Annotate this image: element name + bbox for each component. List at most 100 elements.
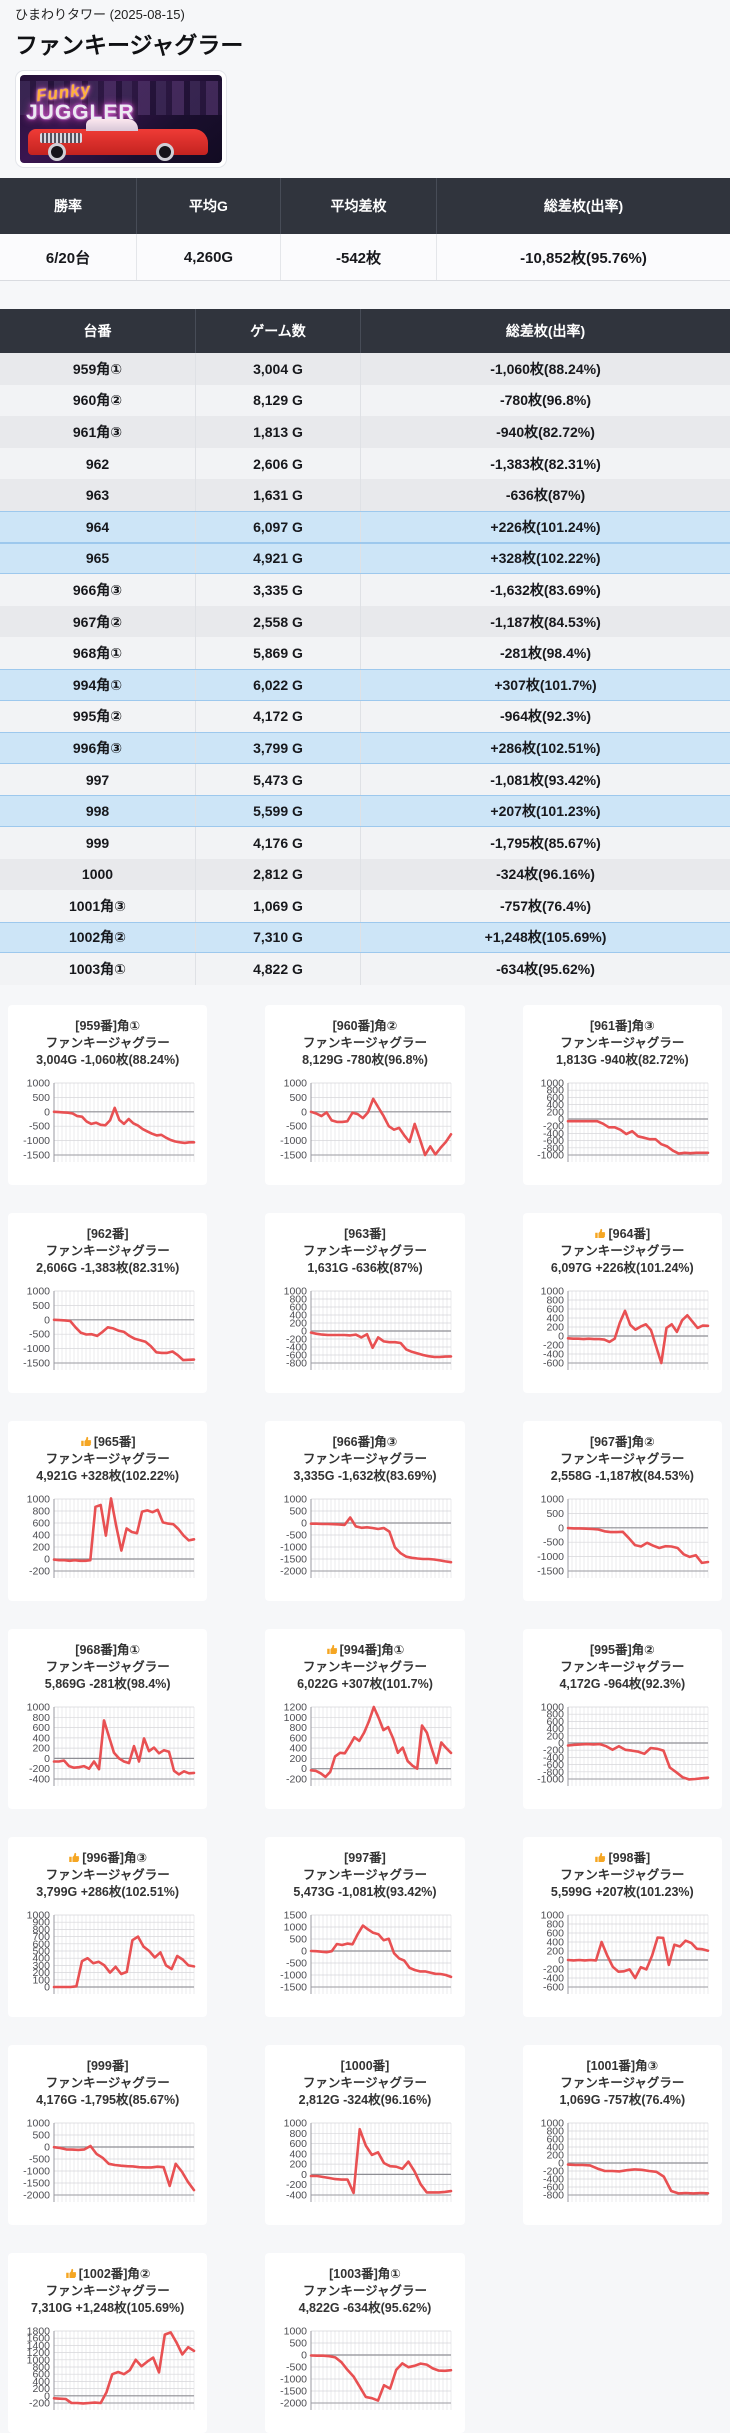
summary-total-diff-value: -10,852枚(95.76%) [520,249,647,267]
svg-text:500: 500 [289,1092,307,1104]
total-diff-cell: +307枚(101.7%) [494,676,597,693]
game-count-cell: 1,813 G [196,416,361,448]
svg-text:-800: -800 [543,1766,564,1778]
svg-text:600: 600 [32,1938,50,1950]
chart-model-label: ファンキージャグラー [302,1867,428,1882]
machine-chart-card: [996番]角③ ファンキージャグラー 3,799G +286枚(102.51%) 1… [8,1836,208,2017]
svg-text:1200: 1200 [284,1702,308,1714]
machine-chart-card: [963番] ファンキージャグラー 1,631G -636枚(87%) 1000 800… [265,1212,465,1393]
machine-chart-card: [995番]角② ファンキージャグラー 4,172G -964枚(92.3%) 100… [522,1628,722,1809]
svg-text:600: 600 [547,1716,565,1728]
svg-text:0: 0 [301,2169,307,2181]
svg-text:-1000: -1000 [537,1149,564,1161]
chart-machine-number: [960番]角② [332,1018,398,1033]
machine-table-row: 999 4,176 G -1,795枚(85.67%) [0,826,730,859]
chart-plot-area: 1000 800 600 400 200 0 -200 -400 -600 -800 -1000 [523,1701,722,1797]
svg-text:300: 300 [32,1960,50,1972]
machine-number-cell: 1000 [0,858,196,891]
game-count-cell: 8,129 G [196,384,361,417]
summary-avg-diff-value: -542枚 [281,234,437,280]
game-count-cell: 7,310 G [196,922,361,953]
chart-plot-area: 1000 900 800 700 600 500 400 300 200 100 0 [8,1909,207,2005]
svg-text:400: 400 [547,1723,565,1735]
page-title: ファンキージャグラー [15,32,244,58]
slump-chart: 1000 500 0 -500 -1000 -1500 [23,1285,195,1370]
svg-text:0: 0 [44,1314,50,1326]
machine-table-row: 998 5,599 G +207枚(101.23%) [0,795,730,827]
machine-chart-card: [994番]角① ファンキージャグラー 6,022G +307枚(101.7%) 12… [265,1628,465,1809]
chart-stats-label: 3,799G +286枚(102.51%) [36,1884,180,1899]
summary-table-values: 6/20台 4,260G -542枚 -10,852枚(95.76%) [0,234,730,281]
svg-text:-1000: -1000 [280,1969,307,1981]
chart-model-label: ファンキージャグラー [302,1451,428,1466]
svg-text:0: 0 [558,1522,564,1534]
svg-text:200: 200 [289,2158,307,2170]
chart-stats-label: 3,335G -1,632枚(83.69%) [293,1468,437,1483]
machine-table-row: 961角③ 1,813 G -940枚(82.72%) [0,416,730,448]
slump-chart: 1000 500 0 -500 -1000 -1500 [537,1493,710,1578]
chart-machine-number: [999番] [86,2058,129,2073]
chart-machine-number: [995番]角② [589,1642,655,1657]
banner-car-wheel [156,143,174,161]
machine-number-cell: 964 [0,511,196,542]
chart-model-label: ファンキージャグラー [302,2075,428,2090]
svg-text:1800: 1800 [26,2326,50,2338]
svg-text:400: 400 [32,1732,50,1744]
svg-text:1600: 1600 [26,2333,50,2345]
chart-machine-number: [962番] [86,1226,129,1241]
total-diff-cell: +207枚(101.23%) [490,803,601,820]
svg-text:-1000: -1000 [537,1551,564,1563]
chart-plot-area: 1000 500 0 -500 -1000 -1500 -2000 [265,2325,464,2421]
machine-table-row: 995角② 4,172 G -964枚(92.3%) [0,700,730,733]
svg-text:1000: 1000 [26,1702,50,1714]
svg-text:-200: -200 [286,2179,307,2191]
chart-plot-area: 1000 800 600 400 200 0 -200 -400 -600 [523,1285,722,1381]
svg-text:1000: 1000 [541,1494,565,1506]
svg-text:-200: -200 [543,1745,564,1757]
svg-text:1200: 1200 [26,2347,50,2359]
chart-stats-label: 4,921G +328枚(102.22%) [36,1468,180,1483]
svg-text:500: 500 [289,2337,307,2349]
game-count-cell: 5,473 G [196,763,361,796]
svg-text:-600: -600 [543,2181,564,2193]
total-diff-cell: -964枚(92.3%) [499,708,592,725]
chart-machine-label: [960番]角② [265,1018,464,1035]
chart-machine-label: [965番] [8,1434,207,1451]
svg-text:-1500: -1500 [280,1553,307,1565]
total-diff-cell: +286枚(102.51%) [490,739,601,756]
machine-table-row: 1003角① 4,822 G -634枚(95.62%) [0,953,730,985]
chart-machine-number: [1002番]角② [78,2266,151,2281]
svg-text:1000: 1000 [541,1286,565,1298]
machine-chart-card: [1000番] ファンキージャグラー 2,812G -324枚(96.16%) 100… [265,2044,465,2225]
svg-text:1000: 1000 [541,1078,565,1090]
svg-text:0: 0 [301,1325,307,1337]
charts-grid: [959番]角① ファンキージャグラー 3,004G -1,060枚(88.24%)… [0,985,730,2433]
machine-number-cell: 998 [0,796,196,826]
svg-text:200: 200 [32,1967,50,1979]
svg-text:-400: -400 [543,1972,564,1984]
chart-machine-label: [999番] [8,2058,207,2075]
svg-text:-1000: -1000 [280,2373,307,2385]
machine-number-cell: 967角② [0,605,196,638]
chart-plot-area: 1000 500 0 -500 -1000 -1500 [8,1285,207,1381]
chart-machine-number: [967番]角② [589,1434,655,1449]
chart-stats-label: 4,172G -964枚(92.3%) [559,1676,686,1691]
machine-table-row: 960角② 8,129 G -780枚(96.8%) [0,384,730,417]
chart-plot-area: 1000 500 0 -500 -1000 -1500 -2000 [265,1493,464,1589]
svg-text:600: 600 [547,1303,565,1315]
machine-number-cell: 966角③ [0,574,196,606]
svg-text:1000: 1000 [284,1712,308,1724]
svg-text:1000: 1000 [541,2118,565,2130]
svg-text:0: 0 [558,2157,564,2169]
machine-chart-card: [997番] ファンキージャグラー 5,473G -1,081枚(93.42%) 15… [265,1836,465,2017]
chart-model-label: ファンキージャグラー [560,1243,685,1258]
svg-text:-1000: -1000 [280,1541,307,1553]
game-count-cell: 2,812 G [196,858,361,891]
chart-model-label: ファンキージャグラー [45,1035,170,1050]
svg-text:400: 400 [547,1936,565,1948]
summary-header-winrate: 勝率 [0,178,137,234]
svg-text:600: 600 [289,2138,307,2150]
